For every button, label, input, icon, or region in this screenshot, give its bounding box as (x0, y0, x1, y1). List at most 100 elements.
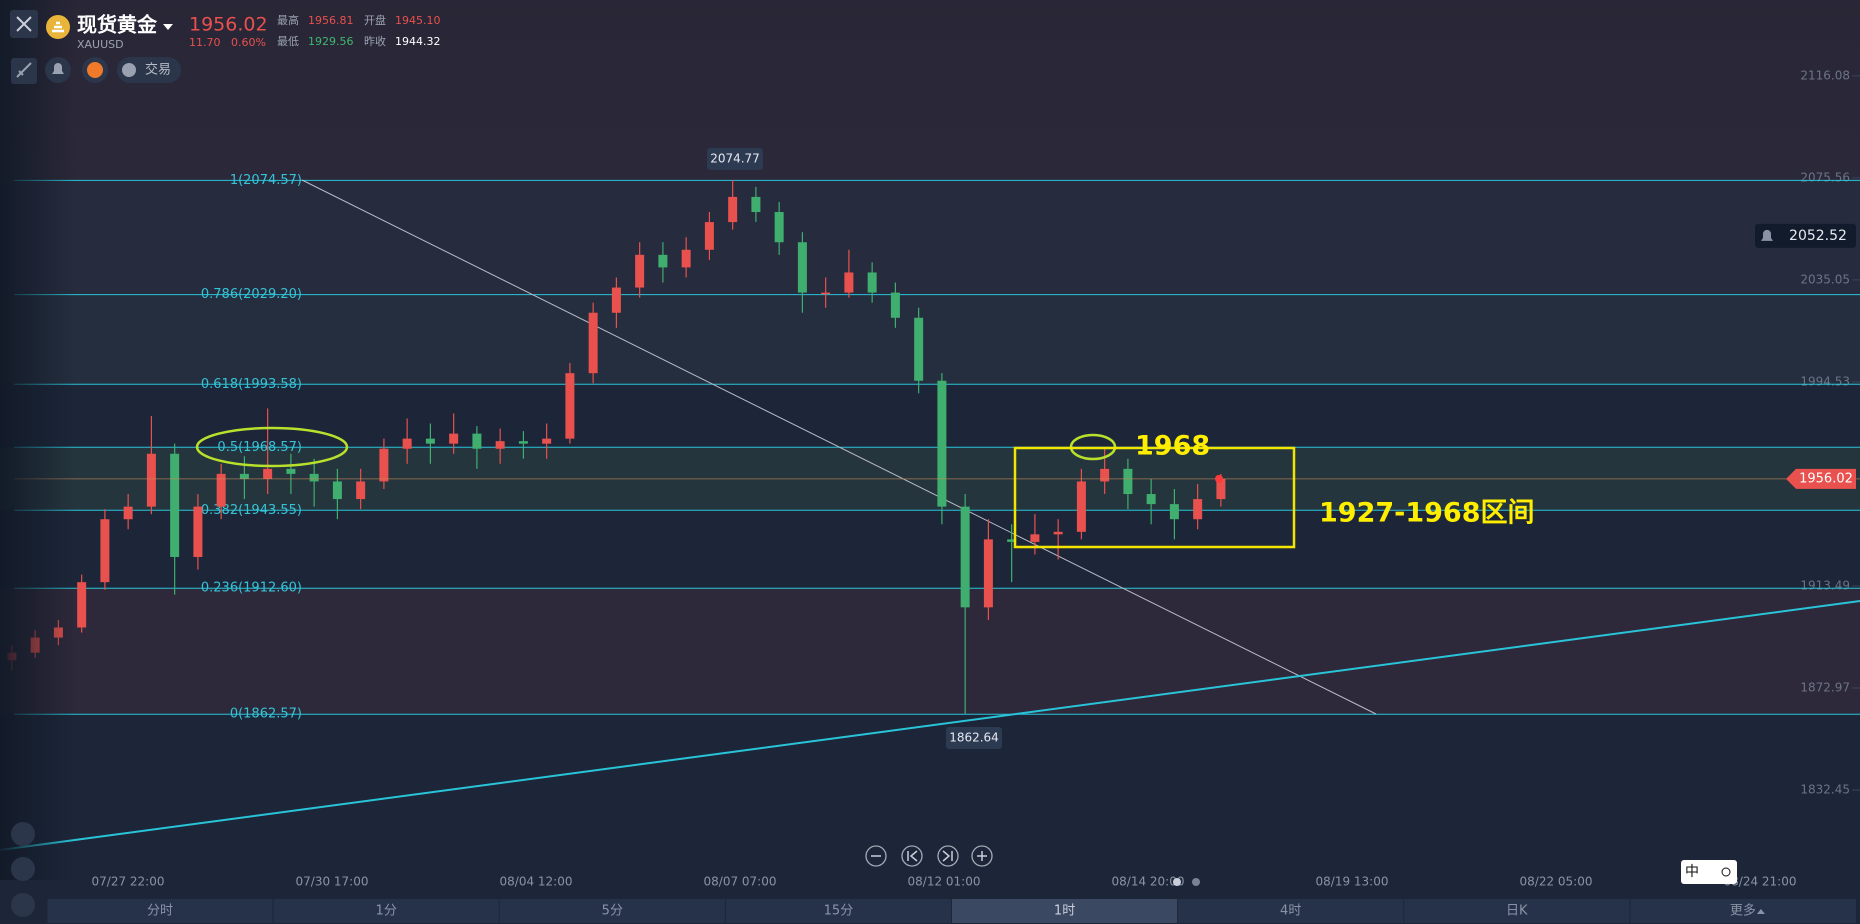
candle-body (983, 539, 993, 608)
zoom-control[interactable] (937, 845, 959, 867)
timeframe-tab[interactable]: 1分 (376, 904, 397, 919)
candle-body (495, 441, 505, 449)
stat-value: 1944.32 (395, 35, 441, 48)
page-dot (1192, 878, 1200, 886)
y-tick-label: 2116.08 (1800, 68, 1850, 82)
candle-body (309, 473, 319, 482)
low-label: 1862.64 (949, 731, 999, 745)
candle-body (518, 441, 528, 444)
zoom-control[interactable] (901, 845, 923, 867)
timeframe-tab[interactable]: 5分 (602, 904, 623, 919)
timeframe-tab[interactable]: 4时 (1280, 904, 1301, 919)
fib-zone (0, 180, 1860, 295)
side-tool-button[interactable] (11, 822, 35, 846)
candle-body (914, 317, 924, 381)
side-tool-button[interactable] (11, 893, 35, 917)
candle-body (239, 473, 249, 479)
zone-top (0, 0, 1860, 181)
fib-zone (0, 588, 1860, 715)
range-box (1013, 446, 1296, 549)
timeframe-tab[interactable]: 15分 (824, 904, 854, 919)
x-tick-label: 08/14 20:00 (1112, 875, 1185, 889)
stat-value: 1945.10 (395, 14, 441, 27)
favorite-icon (87, 62, 103, 78)
candle-body (565, 373, 575, 439)
candle-body (123, 506, 133, 520)
candle-body (1100, 468, 1110, 482)
price: 1956.02 (189, 14, 268, 36)
bell-icon (52, 63, 64, 74)
range-annotation: 1927-1968区间 (1319, 498, 1535, 529)
candle-body (449, 433, 459, 444)
candle-body (937, 380, 947, 507)
fib-label: 0.382(1943.55) (201, 503, 302, 518)
trade-icon (122, 63, 136, 77)
y-tick-label: 1832.45 (1800, 783, 1850, 797)
x-tick-label: 08/12 01:00 (908, 875, 981, 889)
fib-label: 0.786(2029.20) (201, 287, 302, 302)
candle-body (635, 254, 645, 288)
timeframe-tab[interactable]: 分时 (147, 904, 173, 919)
stat-label: 最低 (277, 35, 299, 48)
ime-widget (1681, 860, 1737, 884)
tab-active (951, 899, 1178, 923)
low-label-box (946, 727, 1002, 750)
candle-body (681, 249, 691, 268)
fib-label: 0.5(1968.57) (217, 440, 302, 455)
symbol-code: XAUUSD (77, 38, 124, 51)
alert-bell (1761, 229, 1773, 241)
candle-body (1193, 499, 1203, 520)
stat-label: 最高 (277, 13, 299, 27)
candle-body (425, 438, 435, 444)
fib-zone (0, 294, 1860, 385)
zoom-control[interactable] (971, 845, 993, 867)
timeframe-tab[interactable]: 日K (1506, 904, 1528, 919)
candle-body (286, 468, 296, 474)
timeframe-tab[interactable]: 更多 (1730, 903, 1756, 919)
fib-label: 0(1862.57) (230, 707, 302, 722)
close-icon (16, 16, 32, 32)
candle-body (751, 196, 761, 213)
alert-box (1755, 223, 1856, 248)
candle-body (890, 292, 900, 318)
trend-line-up (0, 600, 1860, 851)
change: 11.70 (189, 36, 221, 49)
candle-body (611, 287, 621, 313)
symbol-name[interactable]: 现货黄金 (77, 13, 158, 37)
draw-tool-icon (16, 62, 32, 78)
last-price-tag (1786, 468, 1856, 489)
x-tick-label: 08/24 21:00 (1724, 875, 1797, 889)
y-tick-label: 2035.05 (1800, 272, 1850, 286)
symbol-dropdown[interactable] (163, 24, 173, 30)
change-pct: 0.60% (231, 36, 266, 49)
candle-body (542, 438, 552, 444)
candle-body (867, 272, 877, 293)
y-tick-label: 1872.97 (1800, 681, 1850, 695)
candle-body (1123, 468, 1133, 495)
stat-value: 1929.56 (308, 35, 354, 48)
candle-body (1053, 531, 1063, 535)
candle-body (1076, 481, 1086, 532)
x-tick-label: 08/07 07:00 (704, 875, 777, 889)
trade-label: 交易 (145, 62, 171, 78)
ellipse-marker (195, 426, 349, 468)
candle-body (77, 582, 87, 628)
fib-label: 0.618(1993.58) (201, 377, 302, 392)
candle-body (1169, 504, 1179, 520)
candle-body (402, 438, 412, 449)
candle-body (728, 196, 738, 223)
side-tool-button[interactable] (11, 857, 35, 881)
candle-body (216, 473, 226, 507)
x-tick-label: 07/27 22:00 (92, 875, 165, 889)
candle-body (356, 481, 366, 500)
timeframe-tab[interactable]: 1时 (1054, 904, 1075, 919)
x-tick-label: 08/04 12:00 (500, 875, 573, 889)
ime-icon (1721, 867, 1731, 877)
zoom-icons (871, 850, 987, 862)
candle-body (100, 519, 110, 583)
trade-button[interactable] (117, 57, 181, 83)
ime-label: 中 (1685, 864, 1699, 880)
x-tick-label: 07/30 17:00 (296, 875, 369, 889)
zoom-control[interactable] (865, 845, 887, 867)
